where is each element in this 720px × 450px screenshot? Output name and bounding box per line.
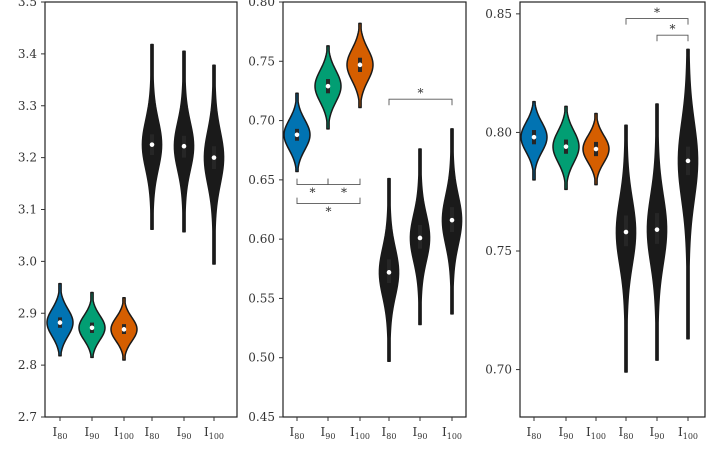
y-tick-label: 0.45 (248, 410, 275, 424)
violin-3 (582, 112, 610, 186)
violin-5 (646, 103, 668, 361)
chart-panel-2: 0.45 0.50 0.55 0.60 0.65 0.70 0.75 0.80 I80 I90 I1… (248, 0, 467, 441)
violin-1 (520, 100, 548, 181)
chart-panel-3: 0.70 0.75 0.80 0.85 I80 I90 I100 I80 I90 I100 * * (485, 1, 706, 441)
significance-star: * (341, 186, 347, 200)
x-tick-label: I100 (442, 425, 462, 441)
violin-6 (677, 48, 699, 340)
y-tick-label: 0.75 (248, 54, 275, 68)
violin-median-dot (563, 144, 569, 149)
violin-median-dot (593, 146, 599, 152)
x-tick-label: I80 (145, 425, 160, 441)
y-tick-label: 0.75 (485, 244, 512, 258)
significance-star: * (670, 22, 676, 36)
significance-star: * (310, 186, 316, 200)
x-tick-label: I80 (527, 425, 542, 441)
violin-median-dot (181, 143, 187, 149)
violin-4 (615, 124, 637, 373)
violin-4 (141, 43, 163, 230)
y-tick-label: 0.80 (248, 0, 275, 9)
y-tick-label: 3.0 (18, 254, 37, 268)
y-tick-label: 0.70 (485, 363, 512, 377)
violin-median-dot (121, 327, 127, 332)
y-tick-label: 0.80 (485, 125, 512, 139)
significance-bracket (388, 98, 453, 106)
violin-median-dot (211, 155, 217, 160)
violin-1 (46, 282, 74, 357)
y-tick-label: 3.4 (18, 47, 37, 61)
x-tick-label: I90 (559, 425, 574, 441)
violin-median-dot (357, 62, 363, 68)
significance-bracket (327, 178, 361, 186)
chart-panel-1: 2.7 2.8 2.9 3.0 3.1 3.2 3.3 3.4 3.5 I80 I90 I100 I80… (18, 0, 238, 441)
y-tick-label: 0.85 (485, 7, 512, 21)
y-tick-label: 3.1 (18, 203, 37, 217)
plot-frame (282, 1, 467, 418)
significance-bracket (656, 34, 689, 42)
violin-median-dot (89, 325, 95, 331)
y-tick-label: 2.8 (18, 358, 37, 372)
violin-2 (314, 45, 342, 130)
violin-body (677, 48, 699, 340)
violin-6 (441, 128, 463, 315)
x-tick-label: I80 (619, 425, 634, 441)
y-tick-label: 2.7 (18, 410, 37, 424)
y-tick-label: 0.55 (248, 291, 275, 305)
y-tick-label: 3.5 (18, 0, 37, 9)
violin-median-dot (623, 229, 629, 235)
violin-5 (409, 148, 431, 326)
y-tick-label: 0.50 (248, 351, 275, 365)
violin-2 (552, 105, 580, 191)
violin-median-dot (325, 83, 331, 89)
violin-3 (110, 296, 138, 361)
significance-bracket (625, 18, 689, 25)
violin-body (615, 124, 637, 373)
x-tick-label: I90 (85, 425, 100, 441)
violin-1 (283, 92, 311, 173)
x-tick-label: I100 (586, 425, 606, 441)
x-tick-label: I90 (177, 425, 192, 441)
y-tick-label: 3.3 (18, 99, 37, 113)
violin-4 (378, 177, 400, 363)
x-tick-label: I100 (114, 425, 134, 441)
plot-frame (44, 1, 238, 418)
x-tick-label: I100 (350, 425, 370, 441)
x-tick-label: I90 (321, 425, 336, 441)
violin-3 (346, 22, 374, 109)
violin-2 (78, 291, 106, 359)
significance-star: * (418, 86, 424, 100)
x-tick-label: I80 (290, 425, 305, 441)
violin-median-dot (417, 235, 423, 241)
violin-median-dot (449, 217, 455, 223)
violin-6 (203, 64, 225, 265)
x-tick-label: I90 (413, 425, 428, 441)
significance-bracket (296, 197, 361, 205)
significance-bracket (296, 178, 329, 186)
violin-median-dot (654, 227, 660, 232)
violin-median-dot (149, 142, 155, 147)
significance-star: * (326, 205, 332, 219)
x-tick-label: I80 (382, 425, 397, 441)
x-tick-label: I100 (678, 425, 698, 441)
x-tick-label: I90 (650, 425, 665, 441)
violin-median-dot (294, 132, 300, 138)
y-tick-label: 0.65 (248, 173, 275, 187)
y-tick-label: 3.2 (18, 151, 37, 165)
y-tick-label: 0.60 (248, 232, 275, 246)
y-tick-label: 0.70 (248, 114, 275, 128)
plot-frame (519, 1, 706, 418)
violin-median-dot (386, 270, 392, 275)
x-tick-label: I80 (53, 425, 68, 441)
significance-star: * (654, 6, 660, 20)
y-tick-label: 2.9 (18, 306, 37, 320)
violin-median-dot (531, 134, 537, 140)
x-tick-label: I100 (204, 425, 224, 441)
violin-median-dot (685, 158, 691, 164)
violin-5 (173, 50, 195, 233)
violin-median-dot (57, 320, 63, 325)
